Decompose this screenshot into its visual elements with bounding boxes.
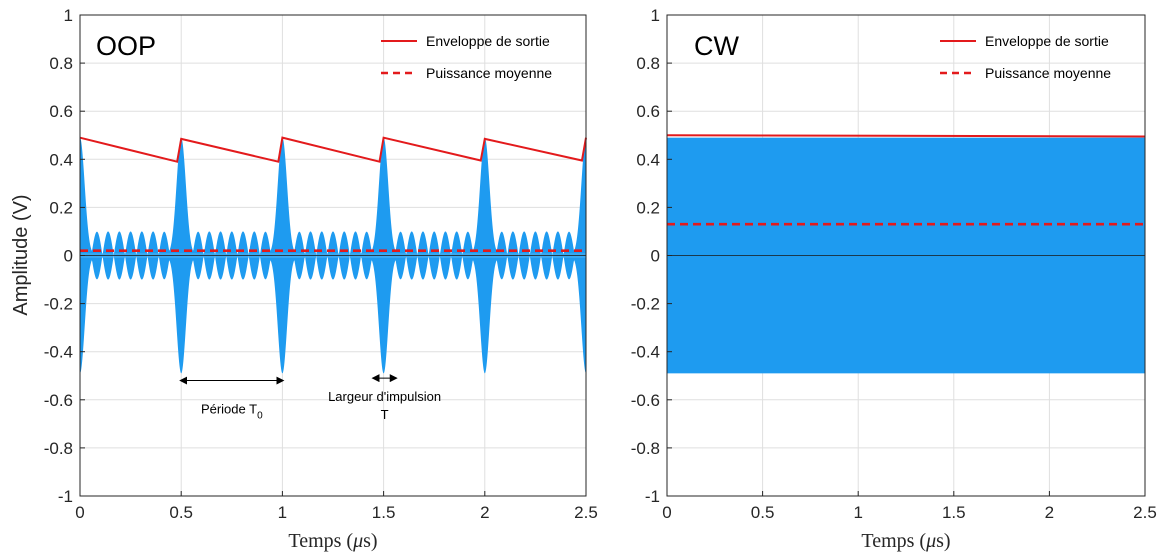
x-tick-label: 2 xyxy=(480,503,489,522)
chart-cw: 0 0.5 1 1.5 2 2.5 -1 -0.8 -0.6 -0.4 -0.2 0 0.2 0.4 0.6… xyxy=(631,6,1157,552)
x-tick-label: 0 xyxy=(75,503,84,522)
legend-label: Enveloppe de sortie xyxy=(426,33,550,49)
x-tick-label: 2 xyxy=(1045,503,1054,522)
x-tick-label: 0.5 xyxy=(751,503,775,522)
x-label-unit: s) xyxy=(363,530,377,552)
y-tick-label: 0 xyxy=(64,247,73,266)
x-tick-label: 1.5 xyxy=(372,503,396,522)
annotation-label-width: Largeur d'impulsion xyxy=(328,389,441,404)
legend-label: Puissance moyenne xyxy=(426,65,552,81)
y-tick-label: 0.6 xyxy=(49,102,73,121)
x-label-main: Temps ( xyxy=(861,530,926,552)
y-tick-label: -1 xyxy=(58,487,73,506)
legend: Enveloppe de sortie Puissance moyenne xyxy=(381,33,552,81)
grid xyxy=(79,14,587,497)
y-tick-label: 0.8 xyxy=(49,54,73,73)
x-tick-label: 0.5 xyxy=(169,503,193,522)
y-tick-label: -0.4 xyxy=(44,343,73,362)
x-label-mu: μ xyxy=(925,530,936,552)
y-tick-label: 1 xyxy=(651,6,660,25)
x-label-main: Temps ( xyxy=(288,530,353,552)
y-tick-label: 1 xyxy=(64,6,73,25)
legend-label: Enveloppe de sortie xyxy=(985,33,1109,49)
x-tick-label: 1.5 xyxy=(942,503,966,522)
y-tick-label: 0.2 xyxy=(636,198,660,217)
y-axis-label: Amplitude (V) xyxy=(10,194,32,315)
y-tick-label: 0.6 xyxy=(636,102,660,121)
x-tick-label: 1 xyxy=(853,503,862,522)
panel-label: OOP xyxy=(96,31,156,61)
y-tick-label: -0.2 xyxy=(44,295,73,314)
y-tick-label: -1 xyxy=(645,487,660,506)
tick-labels: 0 0.5 1 1.5 2 2.5 -1 -0.8 -0.6 -0.4 -0.2 0 0.2 0.4 0.6… xyxy=(44,6,598,522)
x-tick-label: 2.5 xyxy=(574,503,598,522)
annotations: Période T0 Largeur d'impulsion T xyxy=(179,374,441,422)
tick-labels: 0 0.5 1 1.5 2 2.5 -1 -0.8 -0.6 -0.4 -0.2 0 0.2 0.4 0.6… xyxy=(631,6,1157,522)
y-tick-label: -0.8 xyxy=(631,439,660,458)
annotation-label-width-symbol: T xyxy=(381,407,389,422)
y-tick-label: -0.6 xyxy=(631,391,660,410)
series-lines xyxy=(666,134,1146,226)
x-axis-label: Temps (μs) xyxy=(288,530,377,552)
y-tick-label: 0.8 xyxy=(636,54,660,73)
y-tick-label: 0 xyxy=(651,247,660,266)
chart-oop: 0 0.5 1 1.5 2 2.5 -1 -0.8 -0.6 -0.4 -0.2 0 0.2 0.4 0.6… xyxy=(10,6,598,552)
y-tick-label: -0.2 xyxy=(631,295,660,314)
y-tick-label: -0.4 xyxy=(631,343,660,362)
legend-label: Puissance moyenne xyxy=(985,65,1111,81)
x-tick-label: 0 xyxy=(662,503,671,522)
panel-label: CW xyxy=(694,31,739,61)
legend: Enveloppe de sortie Puissance moyenne xyxy=(940,33,1111,81)
y-tick-label: -0.6 xyxy=(44,391,73,410)
x-axis-label: Temps (μs) xyxy=(861,530,950,552)
x-label-mu: μ xyxy=(352,530,363,552)
y-tick-label: 0.4 xyxy=(636,150,660,169)
y-tick-label: -0.8 xyxy=(44,439,73,458)
annotation-label-period: Période T0 xyxy=(201,402,263,422)
series-envelope xyxy=(79,136,587,163)
x-label-unit: s) xyxy=(936,530,950,552)
y-tick-label: 0.2 xyxy=(49,198,73,217)
x-tick-label: 2.5 xyxy=(1133,503,1157,522)
series-envelope xyxy=(666,134,1146,138)
x-tick-label: 1 xyxy=(278,503,287,522)
series-lines xyxy=(79,136,587,252)
y-tick-label: 0.4 xyxy=(49,150,73,169)
